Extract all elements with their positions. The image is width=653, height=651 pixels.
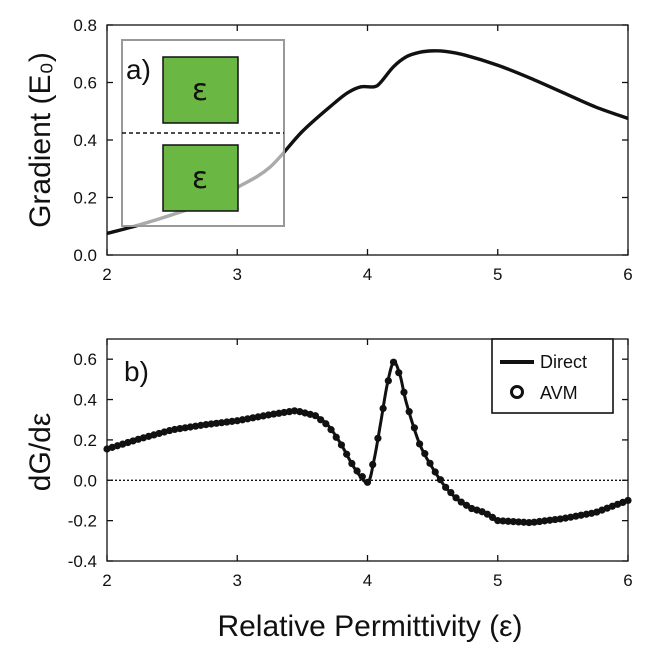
avm-point [416, 440, 424, 448]
b-xtick-label: 6 [623, 571, 632, 590]
avm-point [218, 419, 226, 427]
b-xtick-label: 2 [102, 571, 111, 590]
avm-point [494, 517, 502, 525]
a-xtick-label: 6 [623, 265, 632, 284]
a-xtick-label: 4 [363, 265, 372, 284]
avm-point [358, 473, 366, 481]
x-axis-title: Relative Permittivity (ε) [217, 610, 522, 643]
epsilon-label-top: ε [192, 73, 208, 108]
legend-frame [491, 338, 614, 414]
b-ytick-label: 0.2 [73, 431, 97, 450]
dielectric-block-top [162, 56, 239, 124]
avm-point [436, 476, 445, 484]
panel-b-y-axis-title: dG/dε [24, 413, 57, 491]
avm-point [202, 421, 210, 429]
avm-point [348, 459, 356, 468]
panel-b: 2 3 4 5 6 -0.4 -0.2 0.0 0.2 0.4 0.6 b) dG/dε Direc… [24, 338, 633, 643]
avm-point [514, 518, 523, 526]
a-ytick-label: 0.6 [73, 74, 97, 93]
avm-point [379, 404, 387, 413]
a-ytick-label: 0.4 [73, 131, 97, 150]
a-xtick-label: 5 [493, 265, 502, 284]
a-ytick-label: 0.2 [73, 189, 97, 208]
b-xtick-label: 3 [233, 571, 242, 590]
avm-point [353, 467, 361, 475]
avm-point [311, 412, 319, 420]
a-xtick-label: 3 [233, 265, 242, 284]
legend-avm-label: AVM [540, 383, 578, 403]
panel-b-ticks [106, 339, 629, 562]
avm-point [400, 388, 408, 396]
b-ytick-label: 0.4 [73, 391, 97, 410]
panel-b-tick-labels: 2 3 4 5 6 -0.4 -0.2 0.0 0.2 0.4 0.6 [68, 350, 633, 590]
panel-a-tick-labels: 2 3 4 5 6 0.0 0.2 0.4 0.6 0.8 [73, 16, 632, 284]
avm-point [452, 494, 460, 502]
avm-point [499, 517, 507, 525]
dielectric-block-bottom [162, 144, 239, 212]
avm-point [374, 434, 382, 442]
avm-point [317, 416, 325, 424]
avm-point [212, 419, 221, 427]
avm-point [488, 513, 497, 522]
avm-point [384, 377, 392, 385]
avm-point [410, 424, 418, 432]
b-ytick-label: -0.2 [68, 512, 97, 531]
panel-a: 2 3 4 5 6 0.0 0.2 0.4 0.6 0.8 ε ε a) Gradient (E₀… [24, 16, 633, 284]
legend-avm-swatch [510, 385, 524, 399]
avm-point [457, 498, 465, 506]
epsilon-label-bottom: ε [192, 161, 208, 196]
avm-point [442, 483, 450, 491]
avm-point [525, 518, 533, 527]
avm-point [207, 420, 215, 428]
legend: Direct AVM [491, 338, 614, 414]
avm-point [447, 488, 455, 497]
avm-point [431, 468, 439, 476]
b-xtick-label: 5 [493, 571, 502, 590]
avm-point [395, 369, 403, 377]
b-xtick-label: 4 [363, 571, 372, 590]
avm-point [509, 518, 517, 526]
avm-point [530, 518, 538, 526]
avm-point [551, 515, 559, 524]
panel-b-label: b) [124, 356, 149, 387]
avm-point [421, 450, 429, 458]
avm-point [337, 441, 346, 449]
legend-direct-label: Direct [540, 352, 587, 372]
b-ytick-label: -0.4 [68, 552, 97, 571]
avm-point [624, 496, 632, 505]
panel-a-y-axis-title: Gradient (E₀) [24, 52, 57, 228]
avm-point [332, 433, 340, 441]
avm-point [405, 408, 413, 416]
avm-point [327, 426, 335, 434]
b-ytick-label: 0.0 [73, 471, 97, 490]
avm-point [520, 518, 528, 526]
avm-point [322, 420, 330, 428]
avm-point [343, 450, 351, 458]
avm-point [363, 478, 372, 486]
avm-point [504, 517, 512, 525]
avm-series-points [103, 358, 632, 527]
avm-point [535, 517, 544, 526]
panel-a-ticks [106, 24, 629, 256]
avm-point [546, 516, 554, 524]
avm-point [462, 501, 471, 509]
avm-point [223, 418, 231, 426]
avm-point [426, 459, 434, 467]
a-ytick-label: 0.0 [73, 246, 97, 265]
b-ytick-label: 0.6 [73, 350, 97, 369]
a-ytick-label: 0.8 [73, 16, 97, 35]
panel-a-label: a) [126, 54, 151, 85]
avm-point [228, 417, 236, 425]
avm-point [369, 460, 377, 469]
avm-point [389, 358, 398, 366]
inset-schematic: ε ε [121, 39, 285, 227]
avm-point [483, 510, 491, 518]
a-xtick-label: 2 [102, 265, 111, 284]
